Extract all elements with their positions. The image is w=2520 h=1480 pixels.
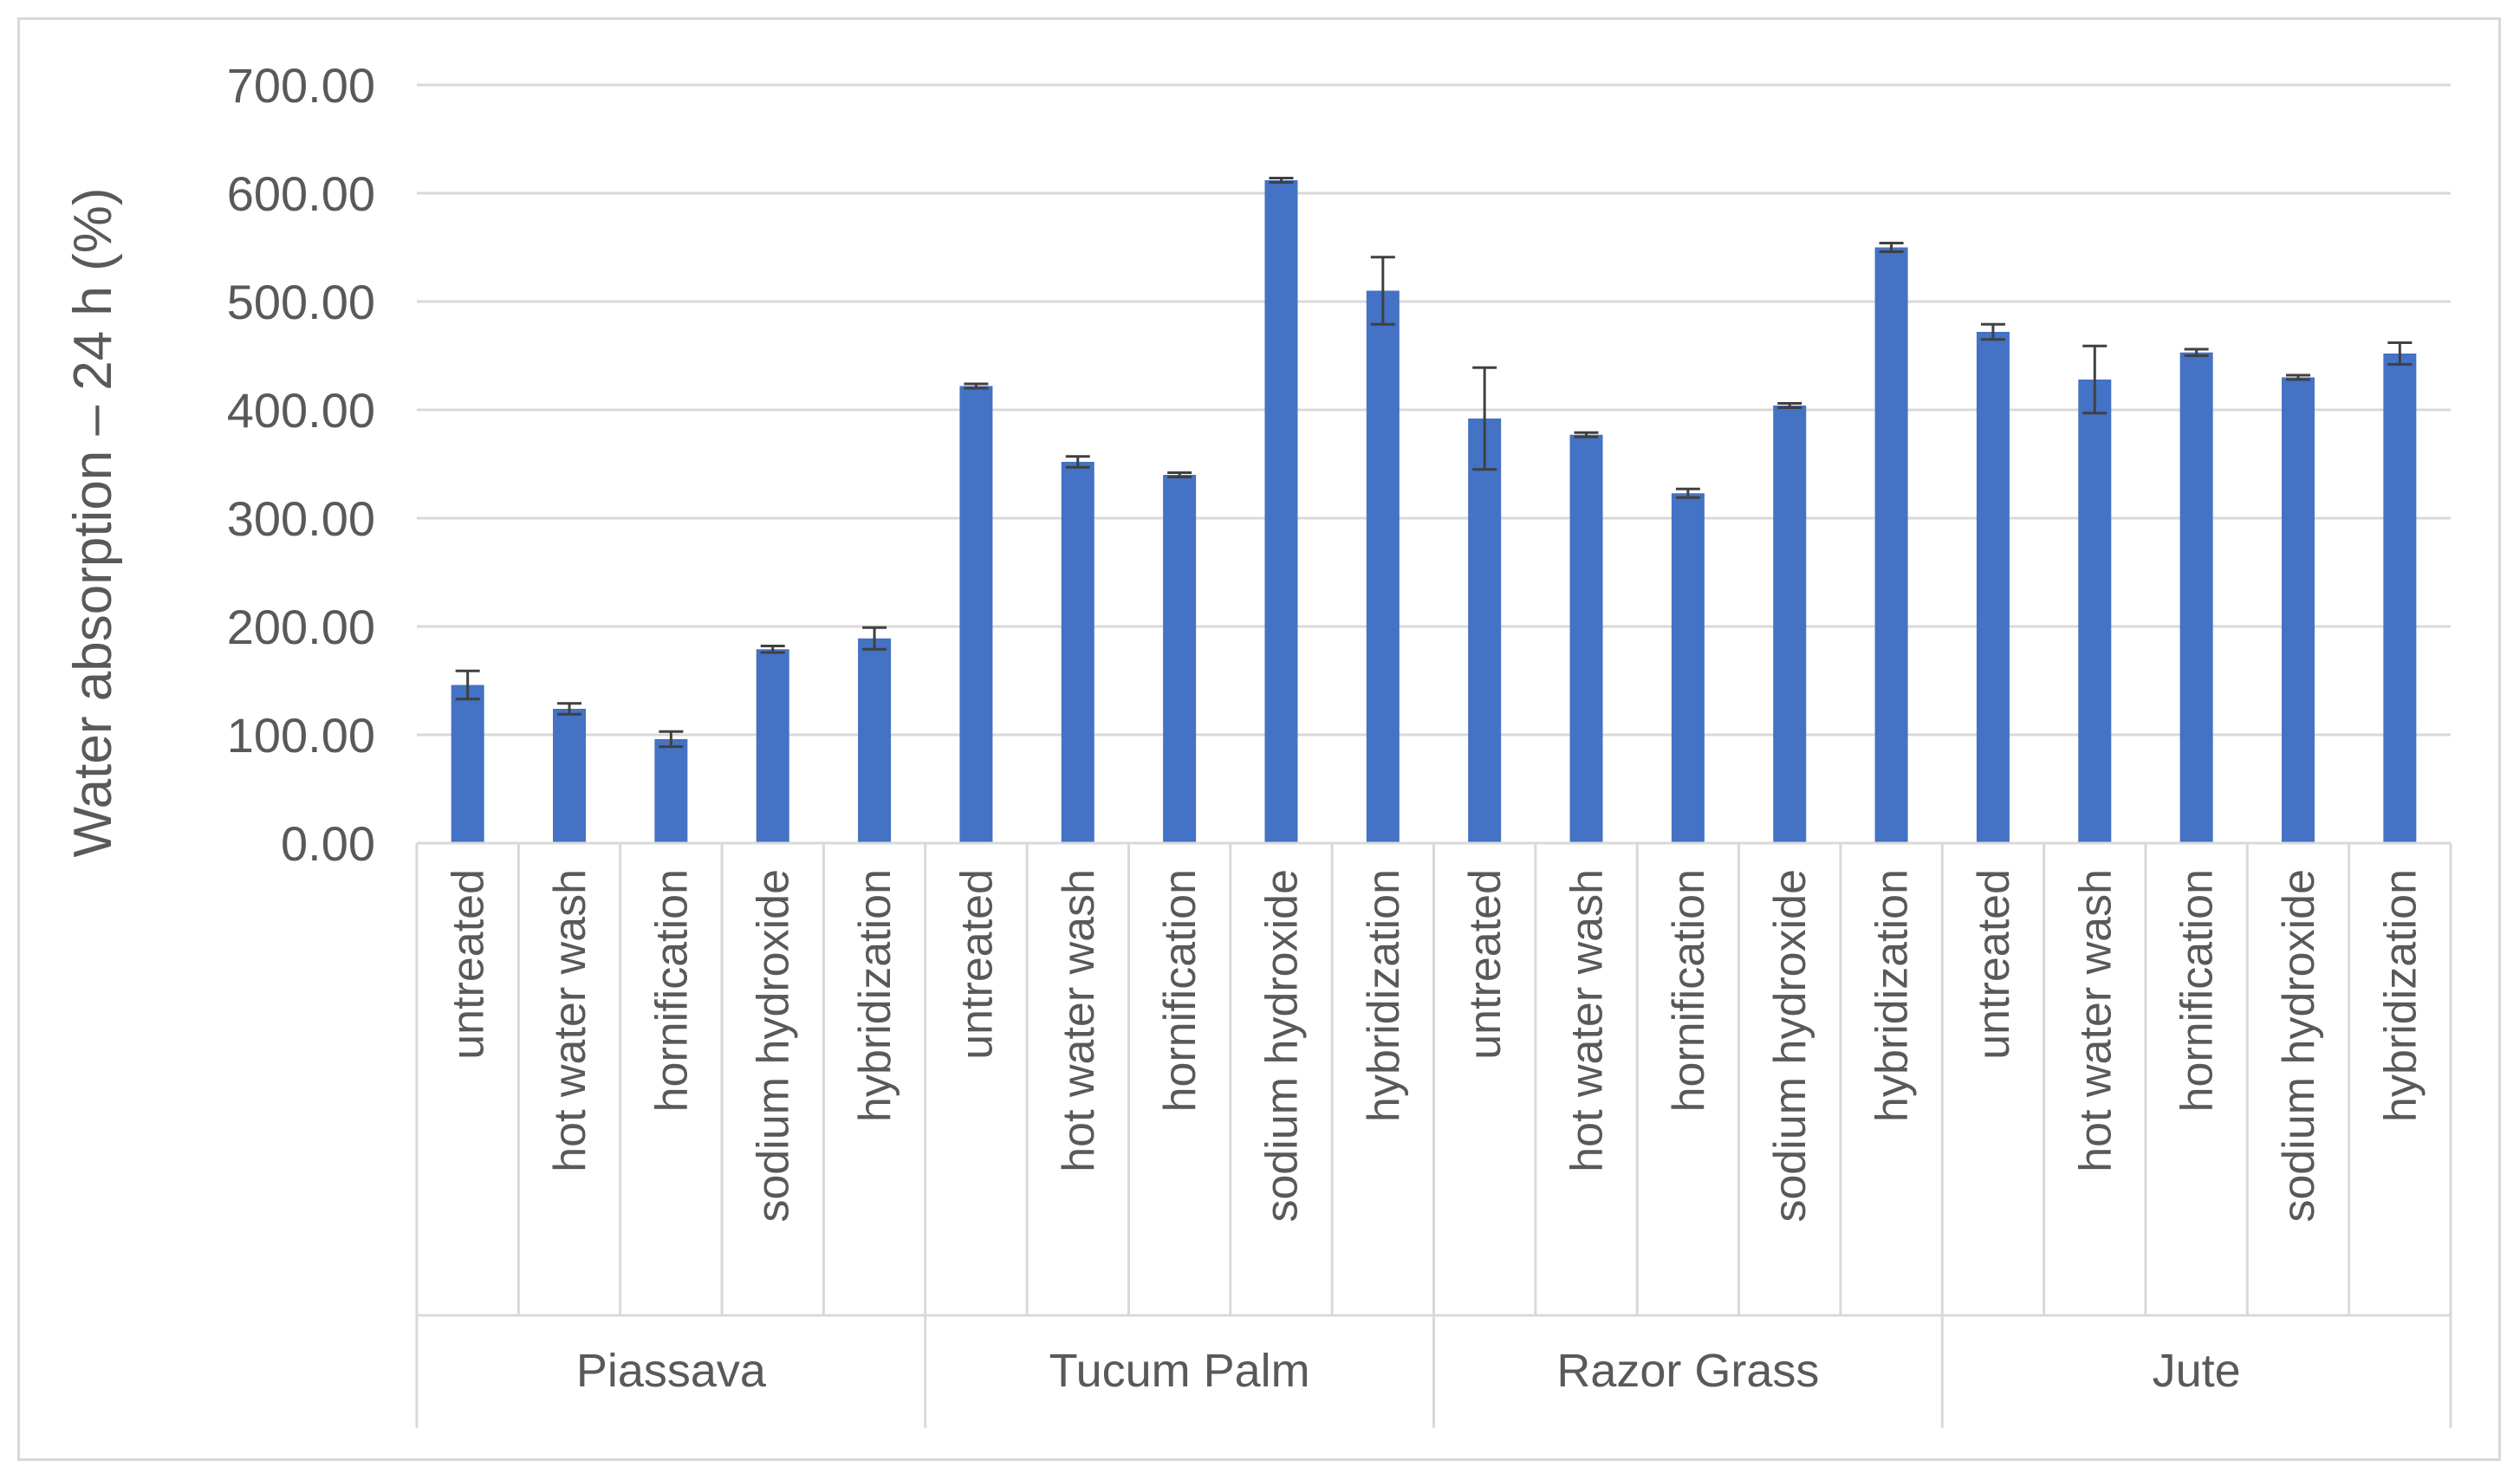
category-label: hybridization (1867, 869, 1918, 1122)
category-label: hot water wash (1562, 869, 1613, 1172)
bar (1671, 493, 1705, 843)
bar (756, 649, 789, 843)
chart-frame: 0.00 100.00 200.00 300.00 400.00 500.00 600.00… (17, 17, 2501, 1461)
bar (1569, 434, 1603, 843)
bar (2383, 354, 2417, 843)
category-label: untreated (1460, 869, 1510, 1060)
bar (654, 739, 688, 843)
category-label: untreated (951, 869, 1002, 1060)
category-label: hybridization (850, 869, 900, 1122)
y-tick-label: 0.00 (281, 816, 375, 871)
group-label: Razor Grass (1556, 1345, 1819, 1397)
group-labels: Piassava Tucum Palm Razor Grass Jute (576, 1345, 2241, 1397)
category-label: sodium hydroxide (1257, 869, 1307, 1223)
bar (858, 638, 892, 843)
y-axis-label: Water absorption – 24 h (%) (63, 187, 123, 857)
category-label: hot water wash (1054, 869, 1104, 1172)
bar (1773, 406, 1807, 843)
group-label: Piassava (576, 1345, 767, 1397)
bar (1874, 247, 1908, 843)
y-tick-label: 700.00 (227, 58, 375, 113)
bar (1264, 180, 1298, 843)
category-label: hornification (2173, 869, 2223, 1112)
category-label: untreated (1969, 869, 2019, 1060)
bar (1468, 419, 1502, 843)
bar (959, 386, 993, 843)
y-tick-label: 500.00 (227, 275, 375, 329)
y-tick-label: 400.00 (227, 383, 375, 438)
error-bars (455, 177, 2413, 749)
category-label: sodium hydroxide (1765, 869, 1815, 1223)
bar (451, 685, 484, 843)
category-label: hot water wash (2070, 869, 2121, 1172)
bar-chart: 0.00 100.00 200.00 300.00 400.00 500.00 600.00… (63, 58, 2452, 1428)
bar (2281, 377, 2315, 843)
category-label: hot water wash (545, 869, 595, 1172)
bar (2179, 352, 2213, 843)
y-axis-tick-labels: 0.00 100.00 200.00 300.00 400.00 500.00 600.00… (227, 58, 375, 871)
category-label: hybridization (2375, 869, 2426, 1122)
bar (2078, 380, 2112, 843)
y-tick-label: 300.00 (227, 491, 375, 546)
bar (1163, 475, 1197, 843)
category-label: sodium hydroxide (749, 869, 799, 1223)
y-tick-label: 100.00 (227, 708, 375, 763)
bar (1366, 290, 1400, 843)
category-label: sodium hydroxide (2274, 869, 2324, 1223)
y-tick-label: 600.00 (227, 166, 375, 221)
gridlines (417, 83, 2451, 737)
bar (553, 709, 587, 843)
category-labels: untreated hot water wash hornification sodi… (444, 869, 2426, 1223)
category-label: hornification (1664, 869, 1714, 1112)
group-label: Jute (2153, 1345, 2241, 1397)
category-label: hybridization (1359, 869, 1409, 1122)
y-tick-label: 200.00 (227, 600, 375, 654)
category-label: hornification (646, 869, 697, 1112)
x-axis (415, 841, 2452, 1428)
category-label: hornification (1155, 869, 1205, 1112)
category-label: untreated (444, 869, 494, 1060)
bars (451, 180, 2417, 843)
bar (1061, 462, 1094, 843)
bar (1976, 332, 2010, 843)
group-label: Tucum Palm (1049, 1345, 1310, 1397)
